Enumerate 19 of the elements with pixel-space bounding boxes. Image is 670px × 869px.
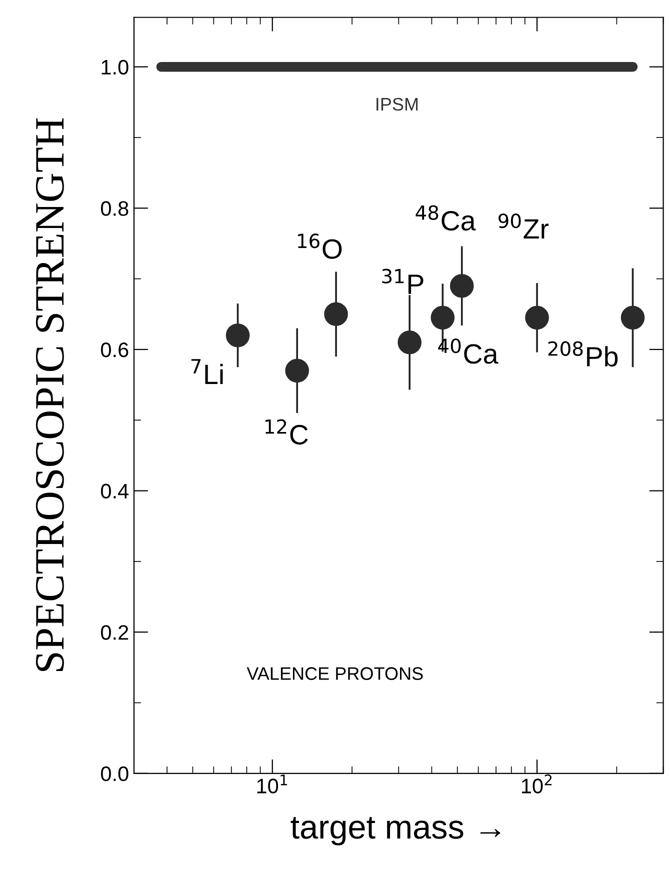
annotation: $^{16}$O [298,234,342,259]
x-tick-label: 10$^{2}$ [522,774,552,794]
y-tick-label: 1.0 [102,60,128,75]
x-tick-label: 10$^{1}$ [257,774,288,794]
y-axis-title: SPECTROSCOPIC STRENGTH [36,118,64,672]
annotation: VALENCE PROTONS [246,667,423,680]
annotation: $^{48}$Ca [416,205,476,231]
annotation: $^{90}$Zr [498,213,549,239]
y-tick-label: 0.8 [100,201,128,216]
x-axis-title: target mass → [290,816,500,846]
annotation: $^{31}$P [382,268,424,294]
series-label: IPSM [376,98,418,111]
y-tick-label: 0.2 [100,625,128,640]
y-tick-label: 0.0 [100,766,128,782]
y-tick-label: 0.6 [100,342,128,358]
annotation: $^{7}$Li [191,359,223,384]
y-tick-label: 0.4 [100,484,129,499]
annotation: $^{12}$C [265,419,308,445]
annotation: $^{208}$Pb [548,341,618,367]
